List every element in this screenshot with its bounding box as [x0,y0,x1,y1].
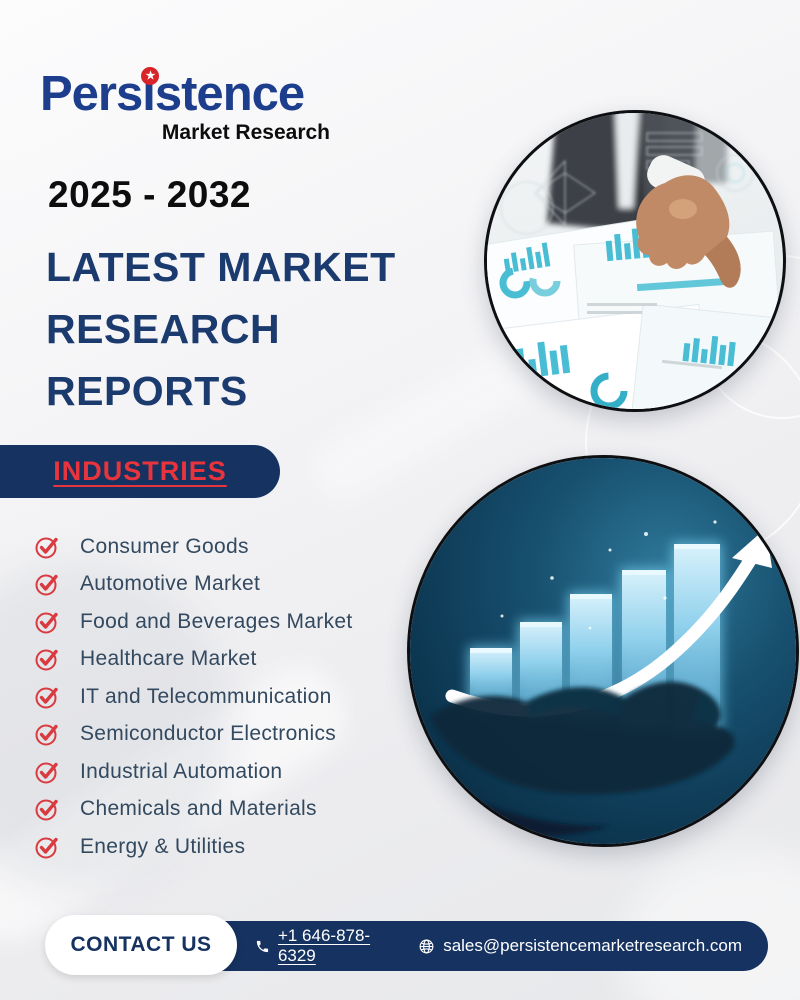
page-title: LATEST MARKET RESEARCH REPORTS [46,236,396,422]
list-item: Healthcare Market [34,641,352,679]
page-title-line: REPORTS [46,368,248,414]
list-item: IT and Telecommunication [34,678,352,716]
check-icon [35,724,58,746]
list-item: Energy & Utilities [34,828,352,866]
check-icon [35,799,58,821]
report-period: 2025 - 2032 [48,174,252,215]
check-icon [35,537,58,559]
globe-icon [419,939,434,953]
industry-label: Food and Beverages Market [80,609,353,633]
phone-contact[interactable]: +1 646-878-6329 [255,926,392,966]
check-icon [35,762,58,784]
phone-number[interactable]: +1 646-878-6329 [277,926,371,965]
check-icon [35,649,58,671]
page-title-line: LATEST MARKET [46,244,396,290]
check-icon [35,574,58,596]
brand-name: Persistence ★ [40,67,330,121]
industry-label: Chemicals and Materials [80,797,317,821]
industries-header-label: INDUSTRIES [53,456,227,486]
brand-logo: Persistence ★ Market Research [40,67,330,145]
industry-label: Industrial Automation [80,759,283,783]
email-contact[interactable]: sales@persistencemarketresearch.com [418,936,742,956]
industry-label: Consumer Goods [80,534,249,558]
check-icon [35,837,58,859]
check-icon [35,687,58,709]
check-icon [35,612,58,634]
bottom-photo-illustration [410,458,796,844]
list-item: Industrial Automation [34,753,352,791]
contact-us-button[interactable]: CONTACT US [45,915,237,975]
page-title-line: RESEARCH [46,306,281,352]
contact-us-label: CONTACT US [70,933,212,956]
top-photo-illustration [487,113,783,409]
industries-header-banner: INDUSTRIES [0,445,280,498]
list-item: Food and Beverages Market [34,603,352,641]
bottom-photo-growth-chart [407,455,799,847]
email-address[interactable]: sales@persistencemarketresearch.com [443,936,742,955]
list-item: Semiconductor Electronics [34,716,352,754]
industries-list: Consumer Goods Automotive Market Food an… [34,528,352,866]
brand-tagline: Market Research [161,121,330,144]
list-item: Consumer Goods [34,528,352,566]
phone-icon [256,940,269,952]
industry-label: Energy & Utilities [80,834,246,858]
brand-name-text: Persistence [40,67,305,121]
list-item: Chemicals and Materials [34,791,352,829]
top-photo-hand-pointing-charts [484,110,786,412]
contact-bar: +1 646-878-6329 sales@persistencemarketr… [185,921,768,971]
industry-label: Healthcare Market [80,647,257,671]
background-blob-decoration [0,560,230,890]
industry-label: Automotive Market [80,572,261,596]
industry-label: IT and Telecommunication [80,684,332,708]
brand-star-icon: ★ [141,67,159,85]
list-item: Automotive Market [34,566,352,604]
industry-label: Semiconductor Electronics [80,722,337,746]
